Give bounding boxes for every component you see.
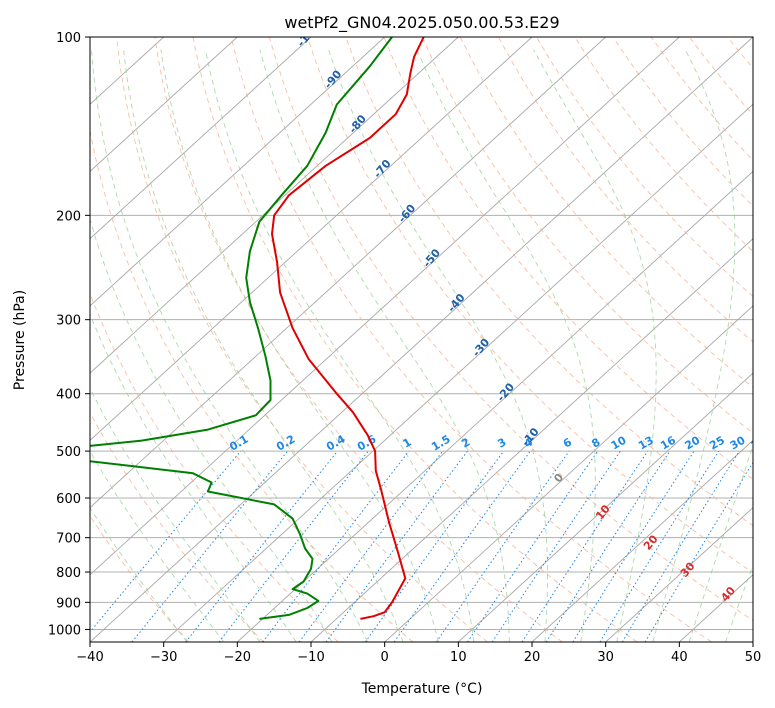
y-tick-label: 300 (56, 314, 81, 329)
y-tick-label: 700 (56, 532, 81, 547)
plot-frame (89, 36, 754, 643)
mixing-ratio-line (131, 450, 288, 642)
mixing-ratio-line (364, 450, 505, 642)
sounding-profiles (90, 37, 425, 620)
dry-adiabat (459, 37, 753, 388)
dry-adiabat (154, 37, 563, 642)
mixing-ratio-line (467, 450, 599, 642)
dry-adiabat (90, 292, 339, 642)
isotherm-line (531, 439, 753, 642)
mixing-ratio-line (435, 450, 570, 642)
dry-adiabat (90, 515, 190, 642)
mixing-ratio-line (572, 450, 695, 642)
moist-adiabat (90, 217, 333, 642)
x-tick-label: −10 (297, 650, 324, 665)
moist-adiabat (90, 387, 261, 642)
y-tick-label: 600 (56, 492, 81, 507)
y-tick-label: 100 (56, 31, 81, 46)
mixing-ratio-line (298, 450, 444, 642)
isotherm-line (90, 37, 312, 240)
x-tick-label: 10 (450, 650, 467, 665)
y-axis: 100 200 300 400 500 600 700 800 900 1000 (48, 31, 90, 638)
x-axis: −40 −30 −20 −10 0 10 20 30 40 50 (76, 642, 761, 665)
isotherm-line (457, 372, 753, 642)
mixing-ratio-line (325, 450, 468, 642)
x-tick-label: −30 (150, 650, 177, 665)
mixing-ratio-line (90, 450, 242, 633)
mixing-ratio-line (545, 450, 671, 642)
moist-adiabat (123, 49, 404, 642)
x-tick-label: 40 (671, 650, 688, 665)
x-tick-label: −20 (224, 650, 251, 665)
mixing-ratio-line (491, 450, 621, 642)
y-tick-label: 1000 (48, 623, 81, 638)
moist-adiabat (90, 313, 297, 642)
isotherm-line (90, 37, 607, 509)
isotherm-line (90, 37, 238, 173)
isotherm-line (90, 37, 386, 307)
dry-adiabat (345, 37, 753, 527)
background-lines (90, 37, 753, 642)
mixing-ratio-line (262, 450, 410, 642)
y-axis-label: Pressure (hPa) (12, 290, 28, 390)
moist-adiabat (91, 49, 369, 642)
y-tick-label: 900 (56, 596, 81, 611)
profile-line (271, 37, 425, 620)
mixing-ratio-line (393, 450, 531, 642)
mixing-ratio-line (621, 450, 740, 642)
x-tick-label: 30 (597, 650, 614, 665)
x-tick-label: −40 (76, 650, 103, 665)
moist-adiabat (533, 49, 657, 642)
y-tick-label: 200 (56, 209, 81, 224)
isotherm-line (384, 305, 753, 642)
isotherm-line (90, 37, 680, 576)
profile-line (90, 460, 320, 620)
moist-adiabat (205, 49, 475, 642)
x-tick-label: 50 (745, 650, 762, 665)
dry-adiabat (192, 37, 638, 642)
profile-line (90, 37, 393, 447)
x-axis-label: Temperature (°C) (361, 681, 483, 697)
chart-title: wetPf2_GN04.2025.050.00.53.E29 (284, 13, 559, 33)
mixing-ratio-label: 36 (748, 433, 768, 452)
moist-adiabat (90, 450, 225, 642)
dry-adiabat (90, 128, 414, 642)
moist-adiabat (259, 49, 510, 642)
mixing-ratio-line (185, 450, 338, 642)
isotherm-line (310, 238, 753, 642)
dry-adiabat (90, 411, 264, 642)
dry-adiabat (498, 37, 753, 343)
isotherm-line (90, 37, 753, 642)
x-tick-label: 0 (381, 650, 389, 665)
isotherm-line (90, 37, 533, 441)
x-tick-label: 20 (524, 650, 541, 665)
y-tick-label: 800 (56, 566, 81, 581)
y-tick-label: 500 (56, 445, 81, 460)
dry-adiabat (268, 37, 753, 621)
mixing-ratio-line (521, 450, 649, 642)
y-tick-label: 400 (56, 388, 81, 403)
dry-adiabat (116, 37, 488, 642)
isotherm-line (236, 170, 753, 642)
isotherm-line (163, 103, 753, 642)
moist-adiabat (328, 49, 548, 642)
dry-adiabat (307, 37, 753, 574)
isotherm-line (605, 506, 753, 642)
dry-adiabat (230, 37, 712, 642)
